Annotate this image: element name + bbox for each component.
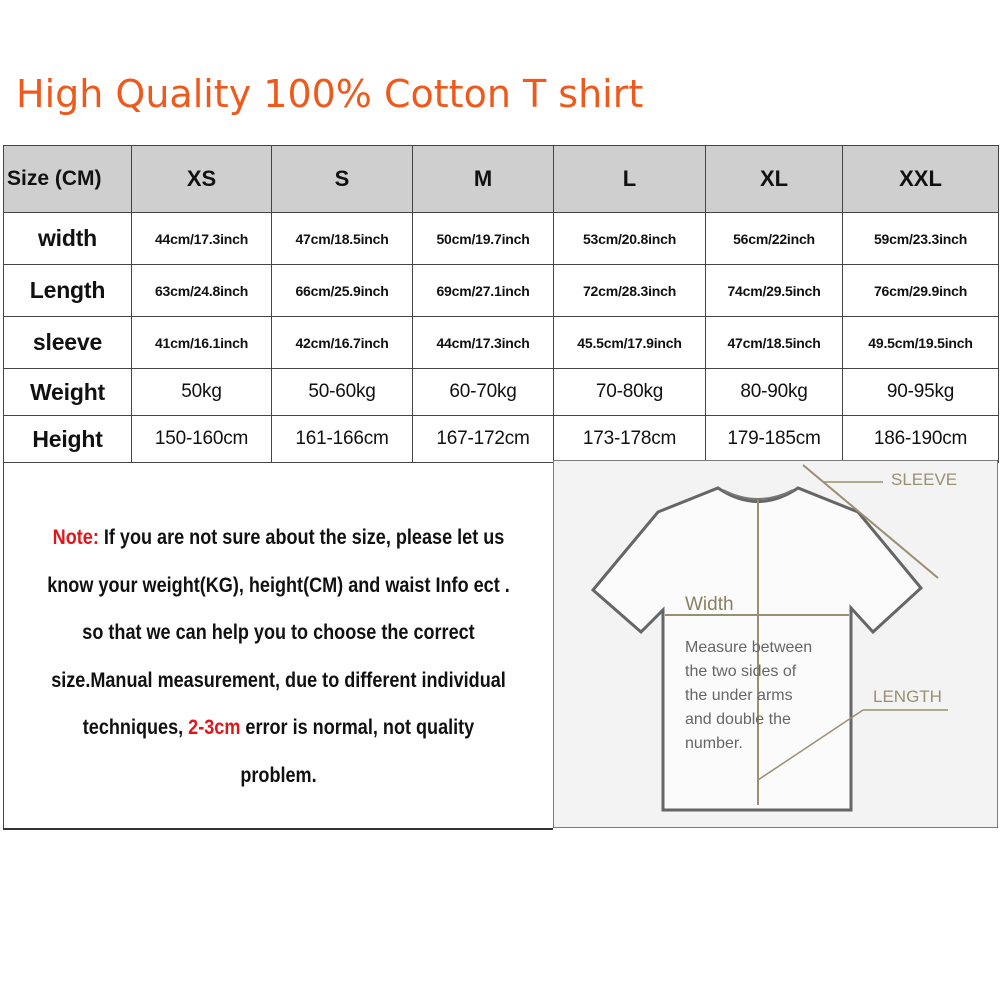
header-row: Size (CM) XS S M L XL XXL (3, 145, 999, 213)
table-cell: 150-160cm (131, 415, 272, 463)
table-cell: 63cm/24.8inch (131, 264, 272, 317)
note-line: know your weight(KG), height(CM) and wai… (47, 573, 510, 597)
table-cell: 50cm/19.7inch (412, 212, 554, 265)
note-line: so that we can help you to choose the co… (82, 621, 475, 644)
size-diagram: SLEEVE Width LENGTH Measure between the t… (553, 460, 998, 828)
note: Note: If you are not sure about the size… (42, 514, 514, 799)
table-cell: 179-185cm (705, 415, 843, 463)
table-cell: 80-90kg (705, 368, 843, 416)
table-cell: 42cm/16.7inch (271, 316, 413, 369)
note-label: Note: (52, 526, 99, 549)
table-row: Weight 50kg 50-60kg 60-70kg 70-80kg 80-90kg 90… (3, 368, 999, 416)
table-cell: 66cm/25.9inch (271, 264, 413, 317)
row-label: Length (3, 264, 132, 317)
table-cell: 186-190cm (842, 415, 999, 463)
sleeve-arrow (802, 464, 939, 579)
table-cell: 72cm/28.3inch (553, 264, 706, 317)
table-row: sleeve 41cm/16.1inch 42cm/16.7inch 44cm/17.… (3, 316, 999, 369)
collar (722, 489, 794, 500)
table-cell: 173-178cm (553, 415, 706, 463)
note-line: Note: If you are not sure about the size… (42, 514, 514, 562)
note-box: Note: If you are not sure about the size… (3, 460, 553, 830)
table-cell: 47cm/18.5inch (705, 316, 843, 369)
table-row: Length 63cm/24.8inch 66cm/25.9inch 69cm/27.… (3, 264, 999, 317)
header-cell: M (412, 145, 554, 213)
length-leader (757, 709, 864, 781)
table-cell: 44cm/17.3inch (131, 212, 272, 265)
header-cell: XS (131, 145, 272, 213)
table-cell: 41cm/16.1inch (131, 316, 272, 369)
row-label: sleeve (3, 316, 132, 369)
table-cell: 49.5cm/19.5inch (842, 316, 999, 369)
table-cell: 59cm/23.3inch (842, 212, 999, 265)
row-label: Weight (3, 368, 132, 416)
measure-line: Measure between (685, 639, 812, 656)
table-cell: 76cm/29.9inch (842, 264, 999, 317)
measure-line: the two sides of (685, 663, 797, 680)
table-cell: 60-70kg (412, 368, 554, 416)
note-line: size.Manual measurement, due to differen… (51, 668, 506, 692)
note-text: If you are not sure about the size, plea… (103, 526, 505, 549)
table-cell: 45.5cm/17.9inch (553, 316, 706, 369)
note-text: error is normal, not quality problem. (240, 716, 475, 787)
header-cell: Size (CM) (3, 145, 132, 213)
table-cell: 90-95kg (842, 368, 999, 416)
table-cell: 69cm/27.1inch (412, 264, 554, 317)
table-cell: 50kg (131, 368, 272, 416)
header-cell: S (271, 145, 413, 213)
table-cell: 50-60kg (271, 368, 413, 416)
table-cell: 161-166cm (271, 415, 413, 463)
row-label: Height (3, 415, 132, 463)
table-cell: 44cm/17.3inch (412, 316, 554, 369)
header-cell: XXL (842, 145, 999, 213)
length-label: LENGTH (873, 687, 942, 706)
measure-line: and double the (685, 711, 791, 728)
table-cell: 74cm/29.5inch (705, 264, 843, 317)
table-cell: 70-80kg (553, 368, 706, 416)
sleeve-label: SLEEVE (891, 470, 957, 489)
width-label: Width (685, 594, 734, 615)
measure-line: the under arms (685, 687, 793, 704)
table-row: Height 150-160cm 161-166cm 167-172cm 173-178… (3, 415, 999, 463)
table-cell: 167-172cm (412, 415, 554, 463)
header-cell: L (553, 145, 706, 213)
header-cell: XL (705, 145, 843, 213)
table-cell: 56cm/22inch (705, 212, 843, 265)
measure-text: Measure between the two sides of the under… (685, 639, 812, 752)
note-line: techniques, 2-3cm error is normal, not q… (42, 704, 514, 799)
table-body: Size (CM) XS S M L XL XXL width 44cm/17.3inch 47c… (3, 145, 999, 463)
table-row: width 44cm/17.3inch 47cm/18.5inch 50cm/19.7… (3, 212, 999, 265)
size-table: Size (CM) XS S M L XL XXL width 44cm/17.3inch 47c… (3, 145, 999, 463)
note-highlight: 2-3cm (188, 716, 241, 739)
title: High Quality 100% Cotton T shirt (16, 72, 644, 116)
measure-line: number. (685, 735, 743, 752)
note-text: techniques, (82, 716, 184, 739)
table-cell: 53cm/20.8inch (553, 212, 706, 265)
row-label: width (3, 212, 132, 265)
table-cell: 47cm/18.5inch (271, 212, 413, 265)
